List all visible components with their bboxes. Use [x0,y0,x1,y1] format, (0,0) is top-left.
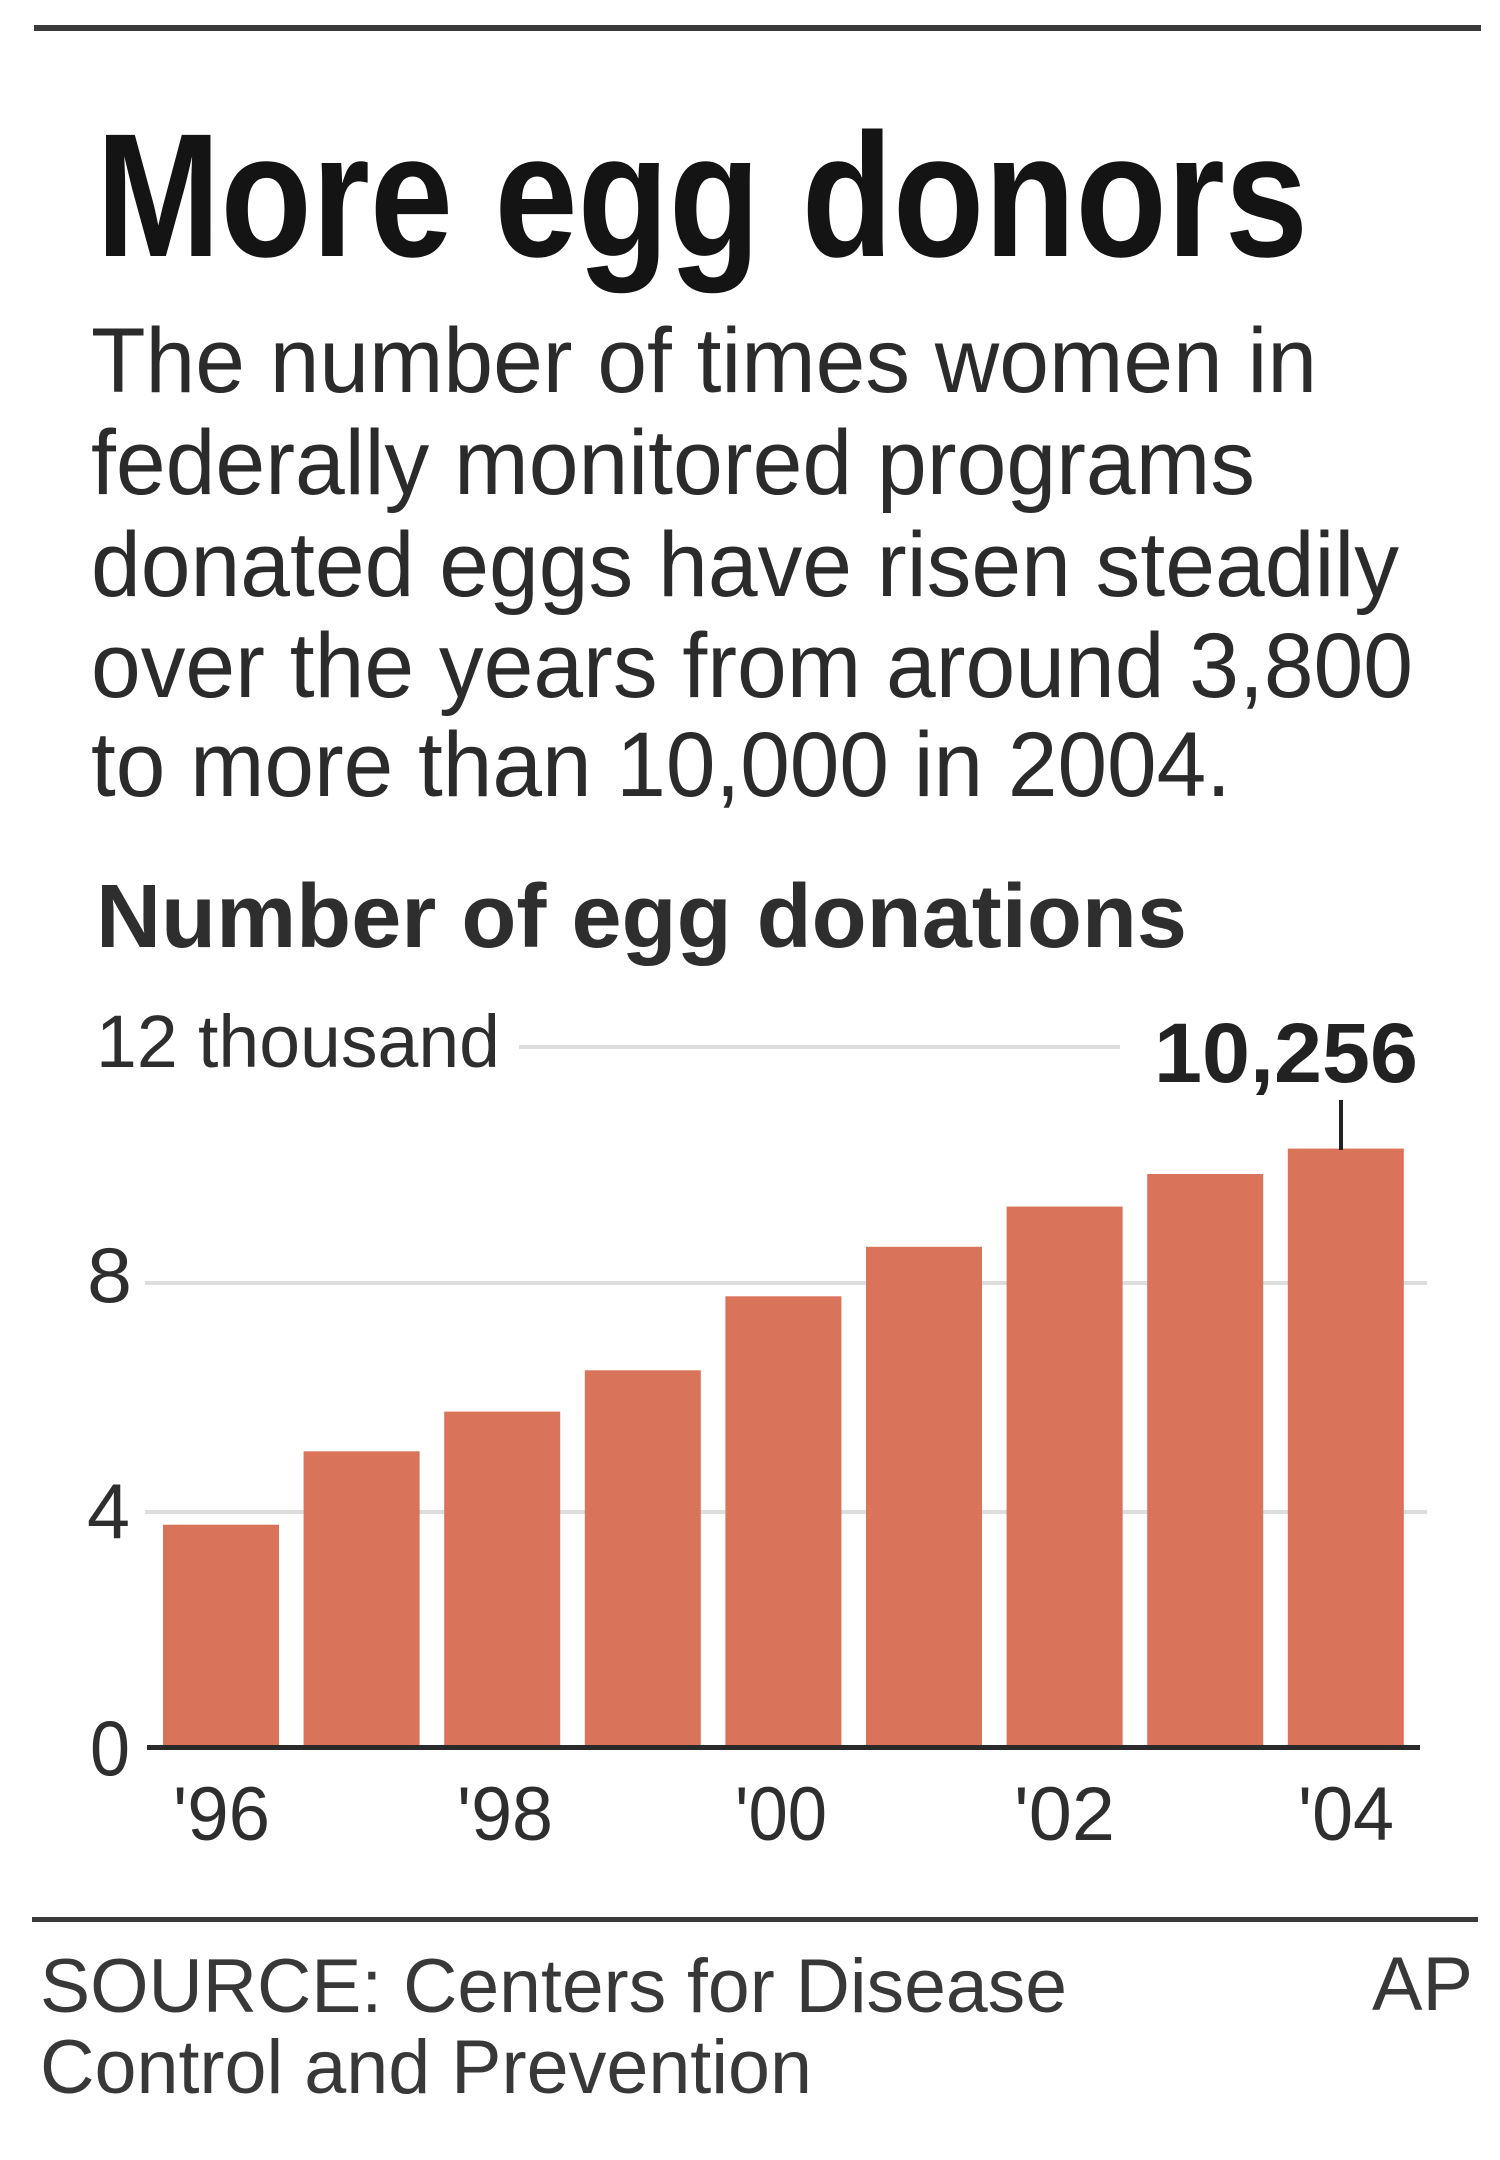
chart-subtitle: Number of egg donations [96,867,1187,967]
credit-label: AP [1372,1942,1473,2027]
chart-title: More egg donors [96,98,1308,294]
source-line: SOURCE: Centers for Disease [40,1944,1067,2029]
bar-1997 [303,1451,420,1746]
gridline-12k [519,1045,1120,1049]
x-tick-label: '96 [173,1772,270,1857]
description-line: federally monitored programs [91,412,1255,514]
description-line: over the years from around 3,800 [91,615,1413,717]
callout-value: 10,256 [1154,1006,1418,1100]
chart-description: The number of times women in federally m… [91,310,1413,816]
bar-2001 [866,1246,982,1746]
x-tick-label: '98 [457,1772,553,1857]
bar-series [163,1148,1404,1747]
y-tick-label: 4 [87,1467,130,1555]
callout-leader-line [1339,1100,1343,1150]
x-axis-labels: '96 '98 '00 '02 '04 [173,1772,1394,1857]
x-tick-label: '04 [1298,1772,1394,1857]
bar-2003 [1147,1174,1264,1746]
source-note: SOURCE: Centers for Disease Control and … [40,1944,1067,2110]
bar-1996 [163,1524,279,1747]
value-callout: 10,256 [1154,1006,1418,1150]
y-tick-label: 0 [90,1704,130,1792]
description-line: The number of times women in [91,310,1317,412]
bar-1999 [584,1370,701,1746]
top-rule [34,25,1481,31]
x-tick-label: '02 [1014,1772,1115,1857]
bar-2004 [1287,1148,1404,1746]
bar-2000 [725,1296,842,1746]
description-line: to more than 10,000 in 2004. [91,714,1231,816]
y-tick-label: 12 thousand [96,1000,500,1083]
bar-1998 [444,1411,561,1746]
bar-2002 [1006,1206,1123,1746]
source-line: Control and Prevention [40,2025,812,2110]
x-tick-label: '00 [735,1772,827,1857]
x-axis-line [147,1745,1420,1750]
y-tick-label: 8 [87,1231,132,1319]
y-axis-labels: 12 thousand 8 4 0 [87,1000,500,1792]
description-line: donated eggs have risen steadily [91,514,1399,616]
gridline-8k [145,1281,1427,1285]
bottom-rule [32,1917,1478,1922]
